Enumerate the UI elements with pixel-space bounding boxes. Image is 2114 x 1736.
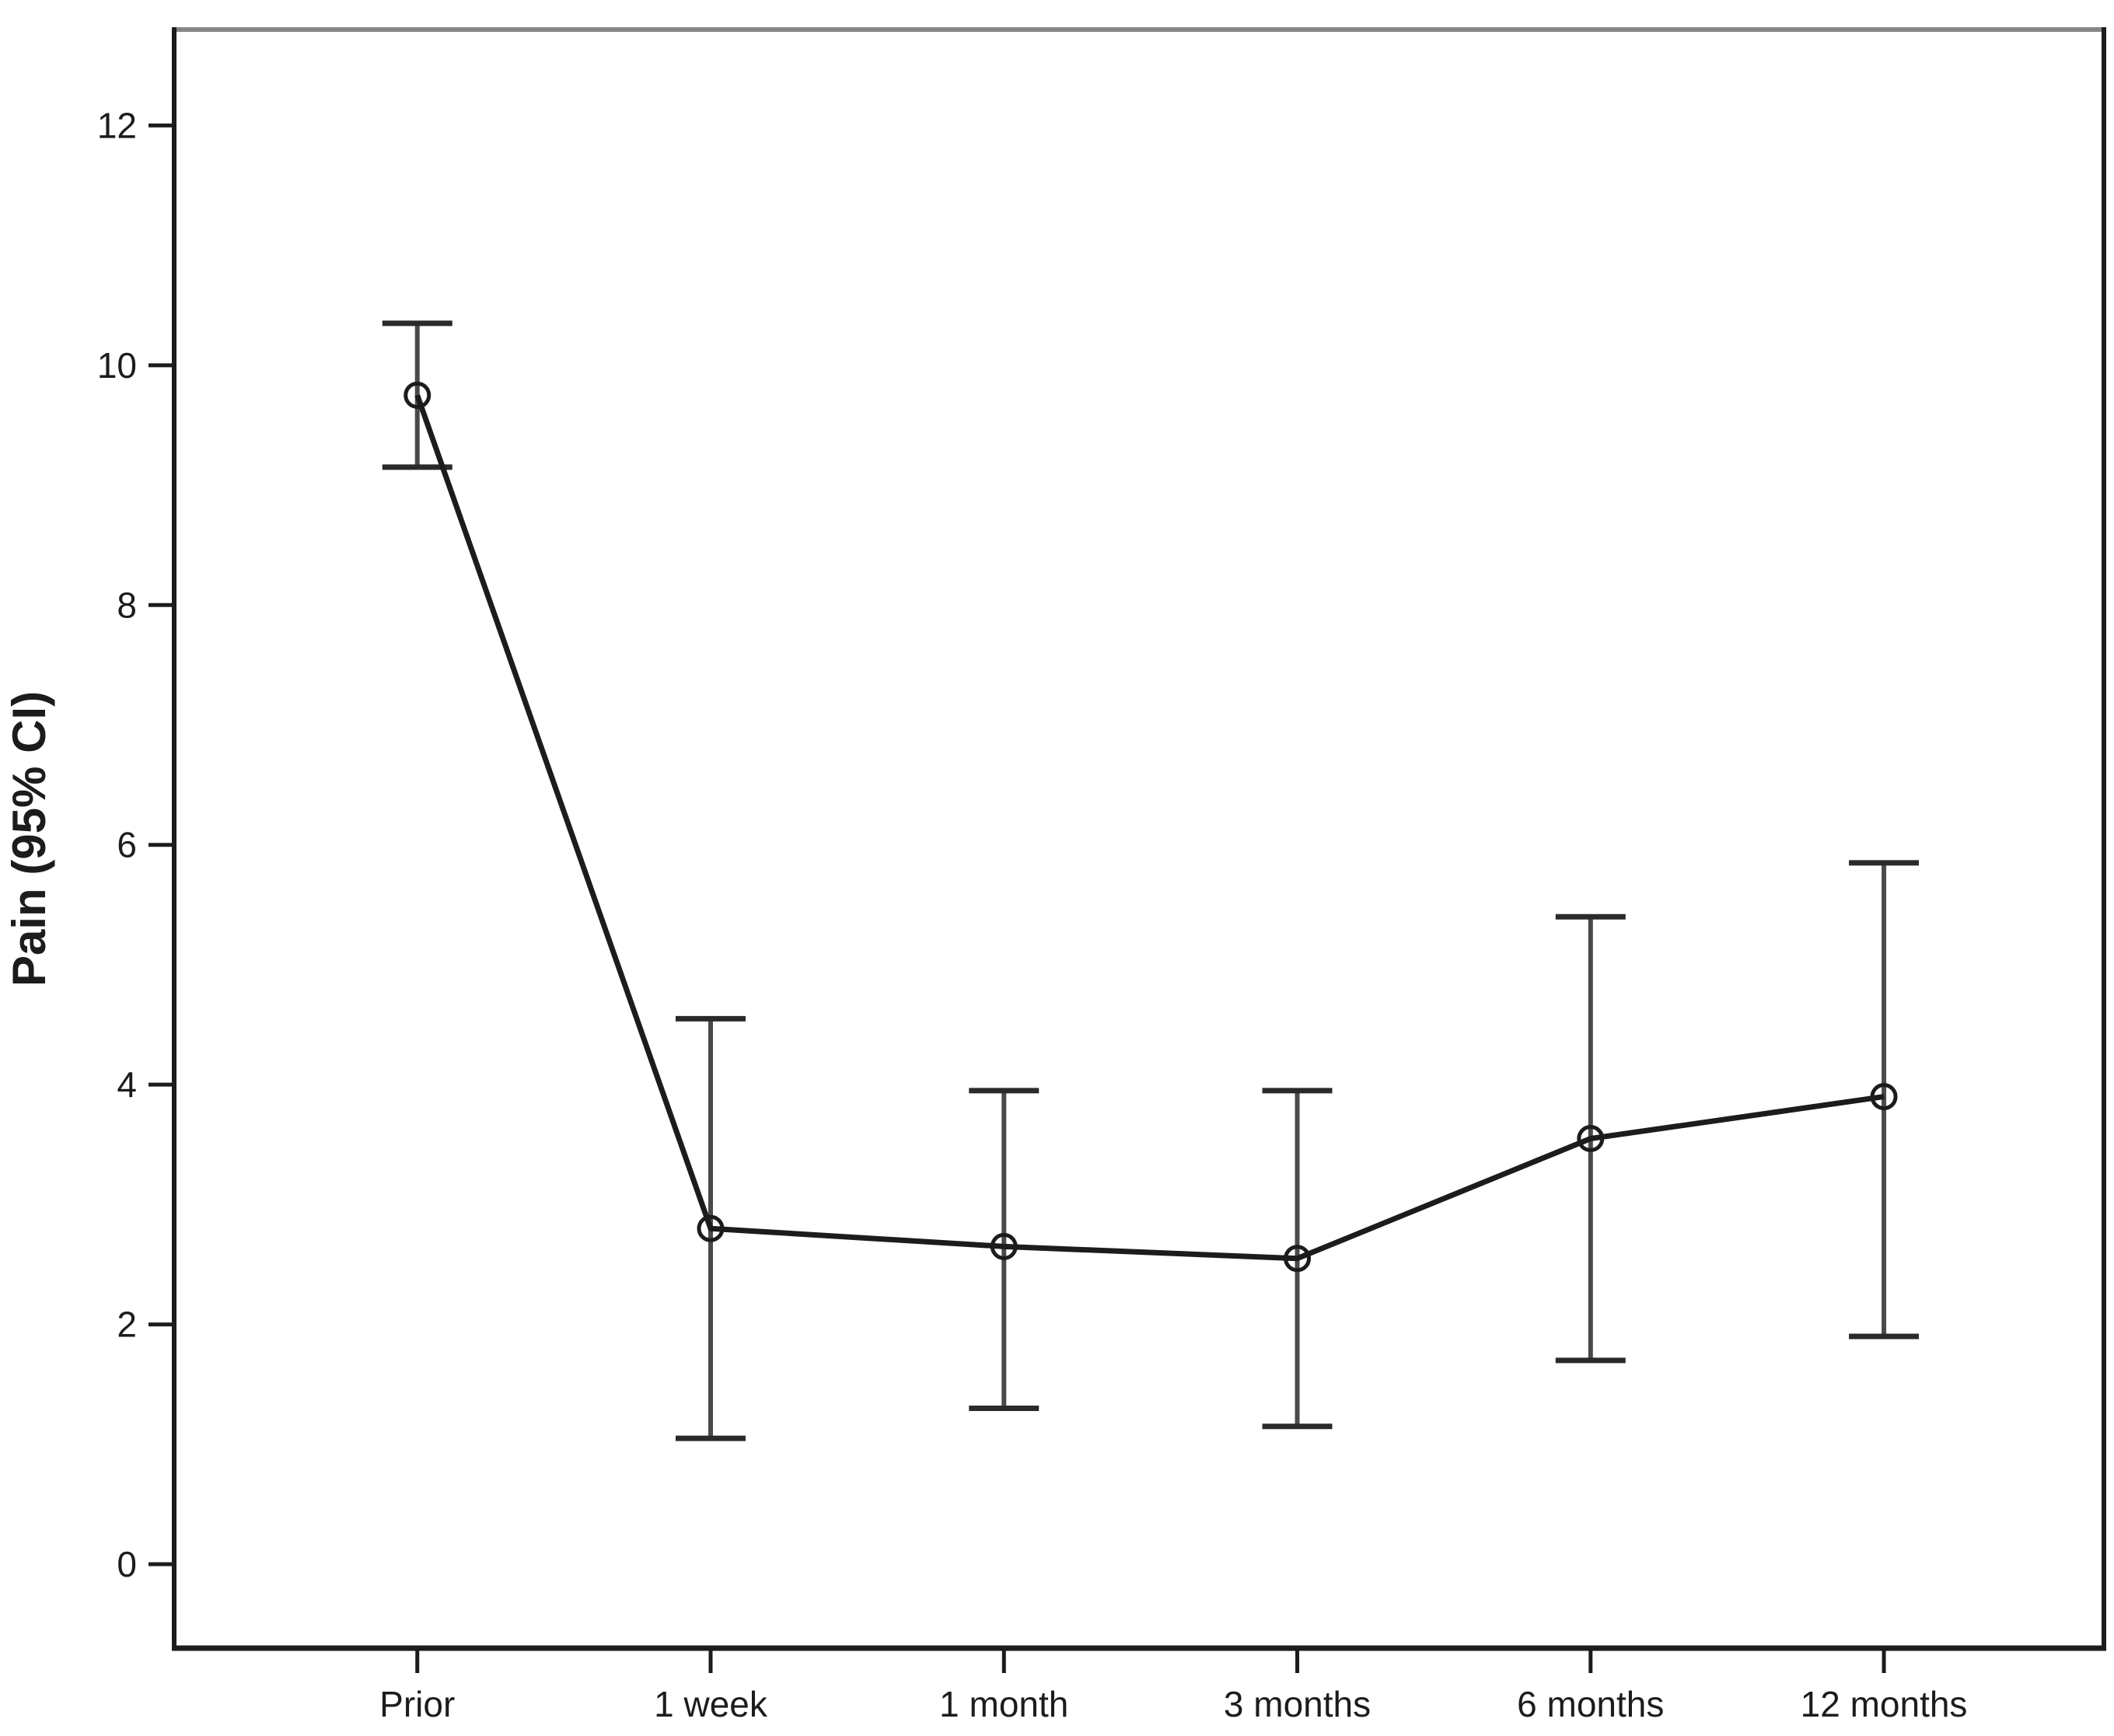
x-axis-tick-label: 3 months [1224, 1684, 1371, 1724]
x-axis-tick-label: 1 week [654, 1684, 768, 1724]
y-axis-tick-label: 6 [117, 825, 137, 865]
y-axis-tick-label: 4 [117, 1064, 137, 1105]
data-point-marker [1577, 1125, 1605, 1153]
y-axis-tick-label: 12 [97, 105, 137, 145]
x-axis-tick-label: 1 month [939, 1684, 1068, 1724]
y-axis-tick-label: 8 [117, 585, 137, 625]
data-point-marker [404, 381, 432, 409]
x-axis-tick-label: 6 months [1517, 1684, 1664, 1724]
x-axis-tick-label: 12 months [1801, 1684, 1968, 1724]
y-axis-tick-label: 10 [97, 345, 137, 386]
data-point-marker [1284, 1245, 1312, 1273]
data-point-marker [1870, 1083, 1898, 1111]
data-point-marker [697, 1214, 725, 1242]
y-axis-tick-label: 2 [117, 1305, 137, 1345]
data-point-marker [990, 1232, 1018, 1260]
y-axis-tick-label: 0 [117, 1544, 137, 1584]
y-axis-title: Pain (95% CI) [3, 691, 55, 987]
x-axis-tick-label: Prior [379, 1684, 455, 1724]
series-line [414, 394, 1885, 1262]
